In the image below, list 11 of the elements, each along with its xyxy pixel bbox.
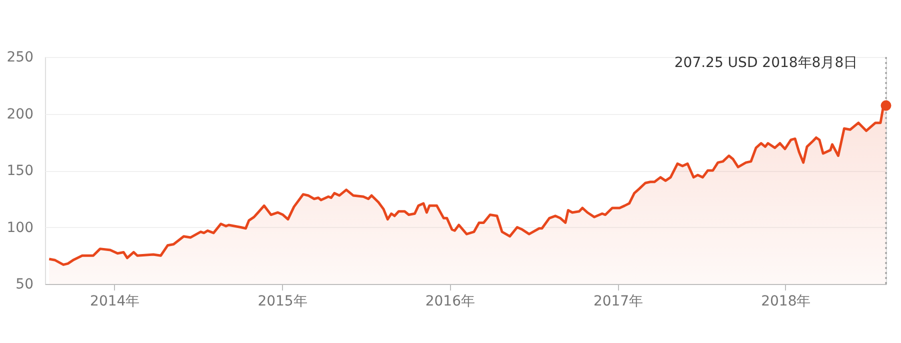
y-tick-label: 250 (6, 50, 34, 66)
y-tick-label: 100 (6, 220, 34, 236)
y-tick-label: 50 (16, 276, 34, 292)
annotation: 207.25 USD 2018年8月8日 (674, 55, 858, 71)
y-tick-label: 150 (6, 163, 34, 179)
y-tick-label: 200 (6, 106, 34, 122)
x-tick-label: 2016年 (425, 294, 475, 310)
x-tick-label: 2018年 (761, 294, 811, 310)
x-tick-label: 2017年 (593, 294, 644, 310)
x-tick-label: 2014年 (90, 294, 140, 310)
x-tick-label: 2015年 (258, 294, 308, 310)
